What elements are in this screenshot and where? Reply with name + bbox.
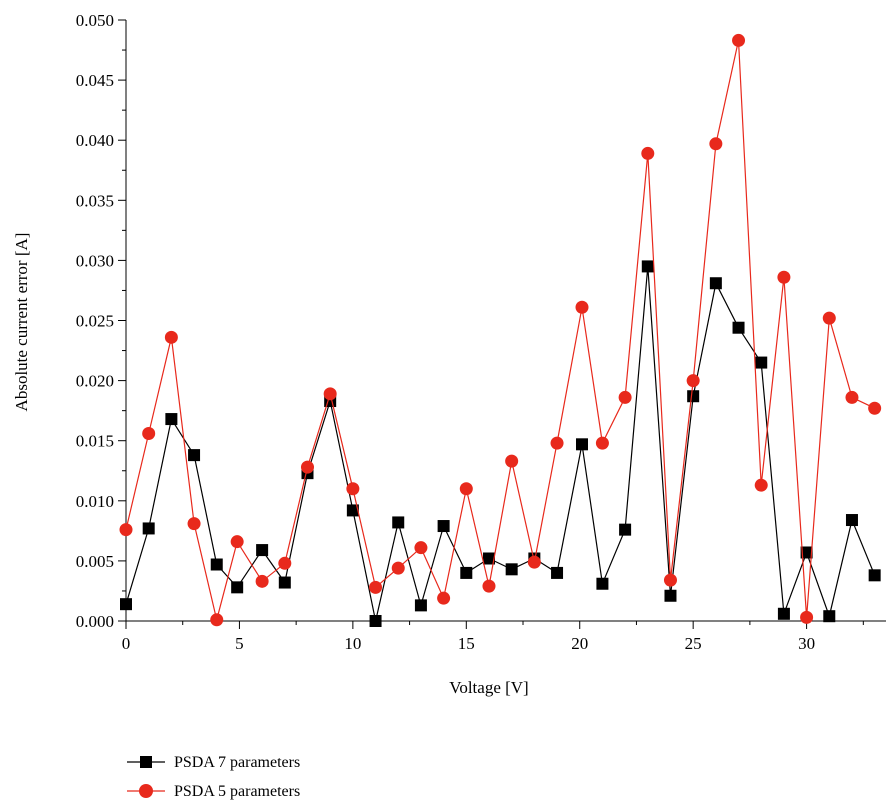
point-psda-7 [142, 522, 155, 535]
point-psda-5 [119, 523, 133, 537]
point-psda-7 [165, 413, 178, 426]
point-psda-7 [619, 523, 632, 536]
point-psda-7 [596, 577, 609, 590]
point-psda-7 [505, 563, 518, 576]
y-tick-label: 0.010 [76, 492, 114, 511]
point-psda-5 [230, 535, 244, 549]
point-psda-5 [754, 478, 768, 492]
point-psda-7 [392, 516, 405, 529]
legend-label-psda-5: PSDA 5 parameters [174, 783, 300, 800]
y-tick-label: 0.040 [76, 131, 114, 150]
x-tick-label: 10 [344, 634, 361, 653]
point-psda-5 [575, 300, 589, 314]
y-tick-label: 0.020 [76, 372, 114, 391]
point-psda-5 [822, 311, 836, 325]
x-tick-label: 15 [458, 634, 475, 653]
y-tick-label: 0.035 [76, 191, 114, 210]
point-psda-7 [576, 438, 588, 451]
point-psda-5 [505, 454, 519, 468]
point-psda-7 [120, 598, 132, 611]
line-psda-7 [125, 266, 876, 622]
point-psda-7 [755, 356, 768, 369]
x-tick-label: 25 [685, 634, 702, 653]
point-psda-5 [618, 390, 632, 404]
x-tick-label: 0 [122, 634, 131, 653]
point-psda-5 [210, 613, 224, 627]
legend: PSDA 7 parameters PSDA 5 parameters [127, 754, 300, 800]
point-psda-5 [300, 460, 314, 474]
y-tick-label: 0.025 [76, 312, 114, 331]
point-psda-7 [231, 581, 244, 594]
point-psda-5 [641, 146, 655, 160]
point-psda-5 [686, 374, 700, 388]
point-psda-5 [187, 517, 201, 531]
y-tick-label: 0.000 [76, 612, 114, 631]
point-psda-5 [323, 387, 337, 401]
point-psda-7 [256, 544, 269, 557]
y-tick-label: 0.030 [76, 251, 114, 270]
point-psda-7 [868, 569, 881, 582]
y-tick-label: 0.015 [76, 432, 114, 451]
series-psda-7 [120, 260, 881, 627]
x-tick-label: 5 [235, 634, 244, 653]
point-psda-5 [845, 390, 859, 404]
point-psda-5 [550, 436, 564, 450]
point-psda-5 [437, 591, 451, 605]
point-psda-5 [732, 33, 746, 47]
legend-label-psda-7: PSDA 7 parameters [174, 754, 300, 771]
point-psda-7 [664, 589, 677, 602]
x-axis-title: Voltage [V] [449, 678, 528, 697]
point-psda-7 [437, 520, 450, 533]
point-psda-5 [777, 270, 791, 284]
point-psda-7 [551, 566, 564, 579]
y-tick-label: 0.050 [76, 11, 114, 30]
point-psda-7 [369, 615, 382, 627]
legend-marker-psda-5 [139, 784, 153, 798]
point-psda-5 [663, 573, 677, 587]
point-psda-5 [142, 426, 156, 440]
point-psda-7 [823, 610, 836, 623]
point-psda-7 [687, 390, 700, 403]
point-psda-7 [482, 552, 495, 565]
y-axis-title: Absolute current error [A] [12, 233, 31, 412]
point-psda-5 [255, 574, 269, 588]
point-psda-7 [278, 576, 291, 589]
point-psda-7 [641, 260, 654, 273]
point-psda-7 [460, 566, 473, 579]
point-psda-7 [346, 504, 359, 517]
point-psda-5 [527, 555, 541, 569]
point-psda-7 [845, 514, 858, 527]
series-psda-5 [119, 33, 882, 627]
point-psda-5 [595, 436, 609, 450]
point-psda-5 [369, 580, 383, 594]
point-psda-7 [414, 599, 427, 612]
y-tick-label: 0.045 [76, 71, 114, 90]
line-psda-5 [125, 40, 875, 620]
point-psda-7 [800, 546, 813, 559]
point-psda-5 [482, 579, 496, 593]
point-psda-7 [188, 449, 201, 462]
x-tick-label: 30 [798, 634, 815, 653]
point-psda-5 [414, 541, 428, 555]
point-psda-7 [210, 558, 223, 571]
point-psda-5 [278, 556, 292, 570]
point-psda-5 [391, 561, 405, 575]
point-psda-5 [868, 401, 882, 415]
point-psda-5 [709, 137, 723, 151]
series-layer [119, 33, 882, 627]
legend-marker-psda-7 [140, 756, 152, 768]
point-psda-7 [709, 277, 722, 290]
point-psda-7 [732, 321, 745, 334]
point-psda-7 [777, 607, 790, 620]
y-tick-label: 0.005 [76, 552, 114, 571]
point-psda-5 [164, 330, 178, 344]
point-psda-5 [800, 610, 814, 624]
point-psda-5 [459, 482, 473, 496]
x-tick-label: 20 [571, 634, 588, 653]
axes: 0.000 0.005 0.010 0.015 0.020 0.025 0.030 0.035… [76, 11, 886, 653]
point-psda-5 [346, 482, 360, 496]
